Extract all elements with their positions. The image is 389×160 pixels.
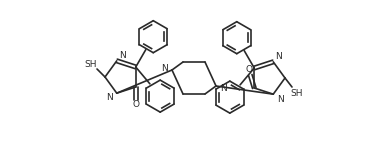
- Text: O: O: [132, 100, 139, 109]
- Text: N: N: [277, 95, 284, 104]
- Text: N: N: [275, 52, 282, 61]
- Text: SH: SH: [291, 88, 303, 97]
- Text: O: O: [246, 65, 253, 75]
- Text: N: N: [220, 84, 227, 92]
- Text: N: N: [161, 64, 168, 72]
- Text: N: N: [119, 51, 126, 60]
- Text: N: N: [106, 93, 113, 102]
- Text: SH: SH: [85, 60, 97, 68]
